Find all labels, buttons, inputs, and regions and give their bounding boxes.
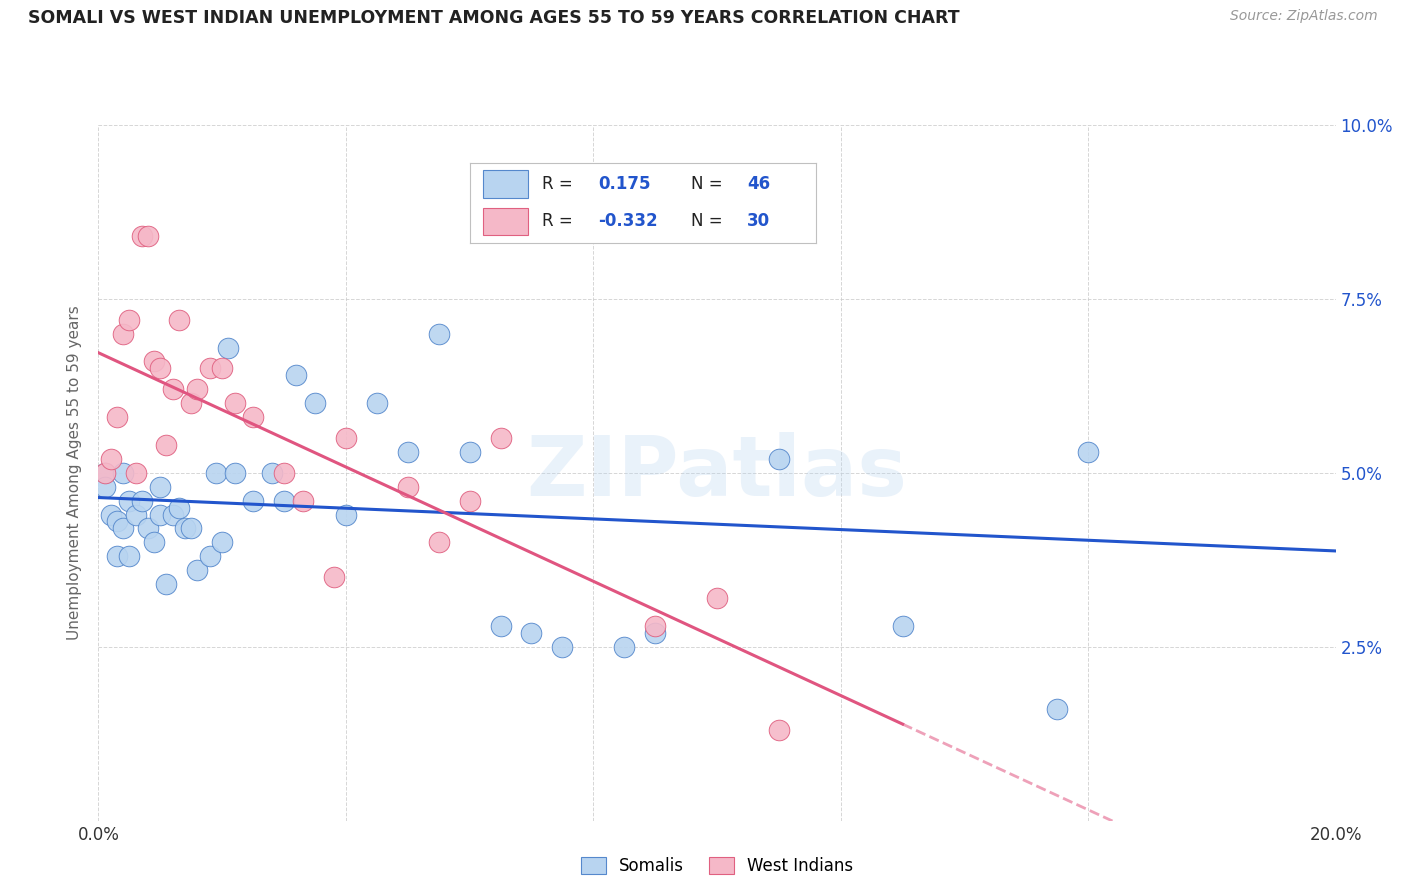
- Point: [891, 619, 914, 633]
- Point: [322, 570, 344, 584]
- Point: [105, 410, 128, 425]
- Point: [162, 508, 184, 522]
- Point: [224, 396, 246, 410]
- Point: [260, 466, 283, 480]
- Point: [242, 410, 264, 425]
- Text: R =: R =: [543, 211, 574, 230]
- Y-axis label: Unemployment Among Ages 55 to 59 years: Unemployment Among Ages 55 to 59 years: [66, 305, 82, 640]
- Point: [273, 493, 295, 508]
- Point: [242, 493, 264, 508]
- Point: [273, 466, 295, 480]
- Point: [136, 229, 159, 244]
- Point: [205, 466, 228, 480]
- Text: ZIPatlas: ZIPatlas: [527, 433, 907, 513]
- Point: [93, 466, 115, 480]
- Text: N =: N =: [692, 175, 723, 193]
- Point: [285, 368, 308, 383]
- Point: [174, 521, 197, 535]
- Point: [93, 466, 115, 480]
- Point: [124, 508, 146, 522]
- Text: 30: 30: [747, 211, 770, 230]
- Point: [396, 445, 419, 459]
- Point: [291, 493, 314, 508]
- Point: [551, 640, 574, 654]
- Point: [112, 466, 135, 480]
- Point: [211, 535, 233, 549]
- Point: [224, 466, 246, 480]
- Point: [112, 521, 135, 535]
- Point: [768, 451, 790, 466]
- Point: [143, 354, 166, 368]
- Point: [162, 382, 184, 396]
- Point: [335, 431, 357, 445]
- Point: [458, 445, 481, 459]
- Point: [180, 521, 202, 535]
- Point: [644, 619, 666, 633]
- Point: [167, 500, 190, 515]
- Point: [304, 396, 326, 410]
- Point: [768, 723, 790, 738]
- Text: 0.175: 0.175: [598, 175, 651, 193]
- Point: [186, 382, 208, 396]
- Point: [706, 173, 728, 187]
- Point: [366, 396, 388, 410]
- Point: [149, 361, 172, 376]
- Point: [1077, 445, 1099, 459]
- Point: [613, 640, 636, 654]
- Text: N =: N =: [692, 211, 723, 230]
- Point: [644, 625, 666, 640]
- Point: [335, 508, 357, 522]
- Point: [118, 549, 141, 564]
- FancyBboxPatch shape: [484, 208, 529, 235]
- Point: [396, 480, 419, 494]
- Point: [211, 361, 233, 376]
- Point: [520, 625, 543, 640]
- Point: [155, 577, 177, 591]
- Point: [136, 521, 159, 535]
- Point: [124, 466, 146, 480]
- Point: [706, 591, 728, 605]
- Point: [198, 361, 221, 376]
- Point: [427, 535, 450, 549]
- Point: [118, 493, 141, 508]
- Point: [217, 341, 239, 355]
- Point: [180, 396, 202, 410]
- Point: [131, 229, 153, 244]
- Point: [100, 451, 122, 466]
- Text: R =: R =: [543, 175, 574, 193]
- Point: [489, 619, 512, 633]
- Point: [118, 312, 141, 326]
- Point: [167, 312, 190, 326]
- Text: SOMALI VS WEST INDIAN UNEMPLOYMENT AMONG AGES 55 TO 59 YEARS CORRELATION CHART: SOMALI VS WEST INDIAN UNEMPLOYMENT AMONG…: [28, 9, 960, 27]
- Text: -0.332: -0.332: [598, 211, 658, 230]
- FancyBboxPatch shape: [484, 170, 529, 197]
- Point: [149, 480, 172, 494]
- Point: [112, 326, 135, 341]
- Point: [198, 549, 221, 564]
- Point: [131, 493, 153, 508]
- Point: [489, 431, 512, 445]
- Point: [427, 326, 450, 341]
- Text: 46: 46: [747, 175, 770, 193]
- Point: [149, 508, 172, 522]
- Point: [105, 549, 128, 564]
- Text: Source: ZipAtlas.com: Source: ZipAtlas.com: [1230, 9, 1378, 23]
- Point: [1046, 702, 1069, 716]
- Legend: Somalis, West Indians: Somalis, West Indians: [574, 850, 860, 882]
- Point: [143, 535, 166, 549]
- Point: [186, 563, 208, 577]
- Point: [100, 508, 122, 522]
- Point: [93, 480, 115, 494]
- Point: [458, 493, 481, 508]
- Point: [155, 438, 177, 452]
- Point: [105, 515, 128, 529]
